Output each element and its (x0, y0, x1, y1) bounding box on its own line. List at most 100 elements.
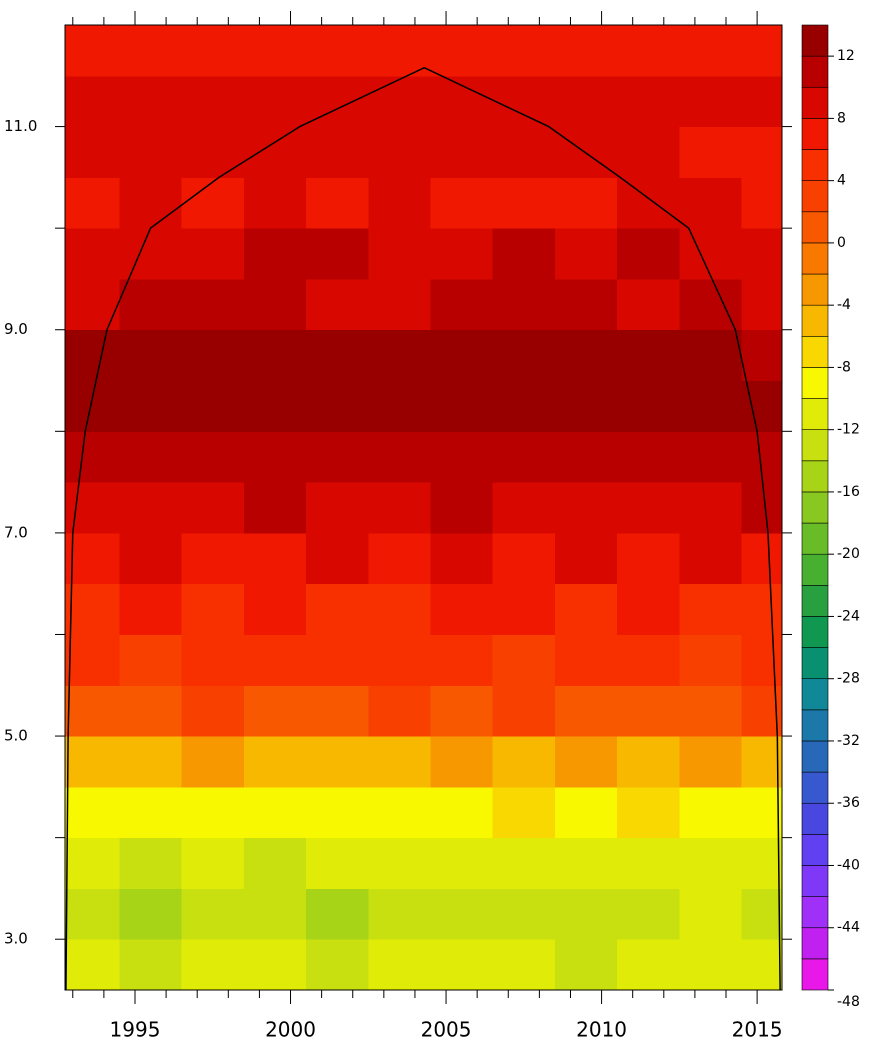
contour-cell (119, 75, 183, 128)
colorbar-label: -16 (837, 484, 860, 500)
contour-cell (492, 583, 556, 635)
colorbar-box (801, 958, 829, 991)
contour-cell (554, 888, 618, 940)
contour-cell (306, 228, 369, 280)
colorbar-box (801, 522, 829, 555)
contour-cell (243, 431, 307, 483)
colorbar-label: 12 (837, 48, 855, 64)
colorbar-box (801, 678, 829, 711)
contour-cell (430, 634, 494, 686)
contour-cell (119, 329, 183, 382)
contour-cell (679, 380, 743, 432)
contour-cell (65, 126, 120, 178)
contour-cell (617, 634, 680, 686)
contour-cell (306, 380, 369, 432)
colorbar-box (801, 211, 829, 244)
colorbar-box (801, 709, 829, 742)
contour-cell (492, 431, 556, 483)
contour-cell (430, 380, 494, 432)
contour-cell (492, 278, 556, 331)
contour-cell (368, 278, 431, 331)
contour-cell (181, 837, 245, 889)
contour-cell (679, 177, 743, 229)
contour-cell (554, 685, 618, 737)
colorbar-box (801, 491, 829, 524)
contour-cell (181, 380, 245, 432)
contour-cell (368, 532, 431, 585)
contour-cell (430, 75, 494, 128)
contour-cell (368, 228, 431, 280)
contour-cell (368, 837, 431, 889)
contour-cell (554, 25, 618, 77)
contour-cell (679, 228, 743, 280)
contour-cell (65, 177, 120, 229)
contour-cell (679, 482, 743, 534)
contour-cell (368, 685, 431, 737)
contour-cell (430, 278, 494, 331)
contour-cell (741, 888, 782, 940)
contour-cell (65, 736, 120, 788)
contour-cell (492, 228, 556, 280)
contour-cell (741, 685, 782, 737)
contour-cell (181, 25, 245, 77)
contour-cell (741, 583, 782, 635)
contour-cell (243, 837, 307, 889)
colorbar-box (801, 55, 829, 88)
contour-cell (119, 482, 183, 534)
colorbar-box (801, 740, 829, 773)
contour-cell (741, 329, 782, 382)
contour-cell (243, 228, 307, 280)
contour-cell (617, 25, 680, 77)
contour-cell (368, 75, 431, 128)
contour-cell (430, 736, 494, 788)
contour-cell (430, 939, 494, 990)
contour-cell (181, 685, 245, 737)
contour-cell (492, 75, 556, 128)
contour-cell (492, 685, 556, 737)
contour-cell (741, 482, 782, 534)
contour-cell (617, 685, 680, 737)
contour-cell (65, 583, 120, 635)
contour-cell (741, 786, 782, 839)
contour-cell (65, 532, 120, 585)
contour-cell (243, 329, 307, 382)
contour-cell (554, 228, 618, 280)
colorbar-box (801, 771, 829, 804)
y-tick-label: 9.0 (4, 320, 28, 338)
contour-cell (243, 482, 307, 534)
contour-cell (181, 888, 245, 940)
contour-cell (492, 329, 556, 382)
colorbar-box (801, 553, 829, 586)
contour-cell (119, 431, 183, 483)
contour-cell (554, 634, 618, 686)
contour-cell (617, 888, 680, 940)
y-tick-label: 3.0 (4, 930, 28, 948)
contour-cell (679, 939, 743, 990)
contour-cell (617, 177, 680, 229)
contour-cell (679, 75, 743, 128)
contour-cell (243, 888, 307, 940)
colorbar-box (801, 335, 829, 368)
colorbar-box (801, 927, 829, 960)
y-tick-label: 5.0 (4, 727, 28, 745)
contour-cell (65, 685, 120, 737)
contour-cell (492, 177, 556, 229)
contour-cell (65, 837, 120, 889)
contour-cell (741, 25, 782, 77)
contour-cell (368, 177, 431, 229)
contour-cell (430, 126, 494, 178)
contour-cell (492, 25, 556, 77)
colorbar-label: -36 (837, 795, 860, 811)
contour-cell (679, 736, 743, 788)
contour-cell (430, 532, 494, 585)
contour-cell (617, 380, 680, 432)
contour-cell (617, 532, 680, 585)
contour-cell (243, 939, 307, 990)
contour-cell (243, 25, 307, 77)
contour-cell (617, 736, 680, 788)
contour-cell (243, 685, 307, 737)
contour-cell (679, 532, 743, 585)
colorbar-label: -12 (837, 422, 860, 438)
contour-cell (119, 532, 183, 585)
